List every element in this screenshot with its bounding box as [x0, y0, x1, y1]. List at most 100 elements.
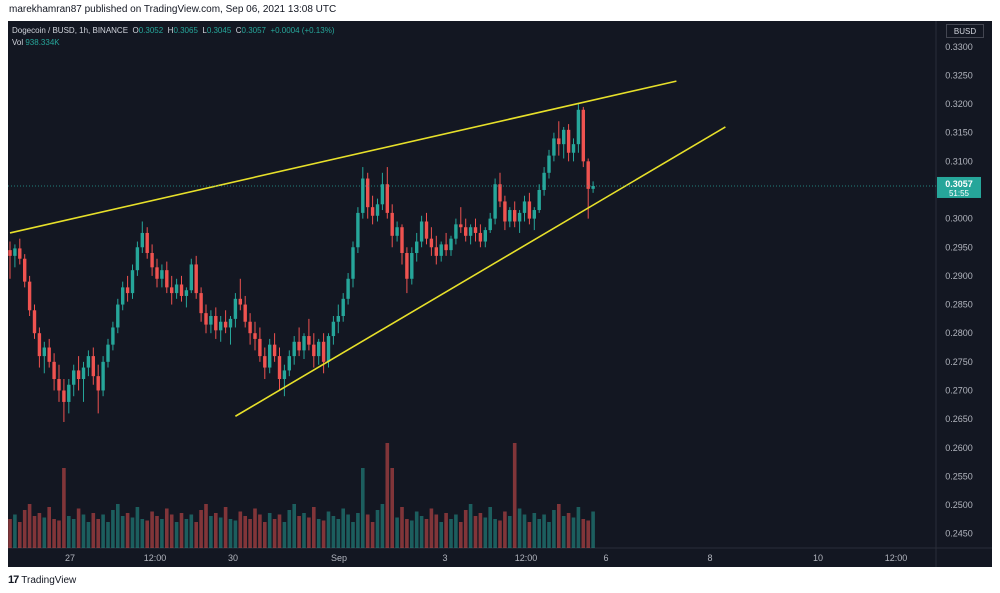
candle — [586, 158, 590, 219]
volume-bar — [571, 517, 576, 548]
tradingview-logo[interactable]: 17 TradingView — [8, 574, 76, 586]
volume-bar — [145, 520, 149, 548]
candle — [81, 361, 86, 402]
volume-bar — [160, 519, 164, 548]
close-label: C — [235, 26, 242, 35]
candle — [135, 241, 140, 276]
price-chart[interactable]: 0.33000.32500.32000.31500.31000.30500.30… — [8, 21, 992, 567]
volume-bar — [233, 520, 238, 548]
close-value: 0.3057 — [241, 26, 266, 35]
volume-bar — [27, 504, 32, 548]
last-price-value: 0.3057 — [945, 179, 973, 189]
volume-bar — [586, 520, 590, 548]
x-tick-label: 6 — [603, 553, 608, 563]
candle — [130, 264, 135, 299]
y-tick-label: 0.2950 — [945, 242, 973, 252]
bar-countdown: 51:55 — [949, 189, 970, 198]
volume-bar — [439, 522, 443, 548]
volume-bar — [356, 513, 360, 548]
candle — [576, 104, 581, 153]
volume-bar — [248, 519, 252, 548]
candle — [488, 212, 492, 233]
x-tick-label: Sep — [331, 553, 347, 563]
low-value: 0.3045 — [206, 26, 232, 35]
candle — [258, 327, 262, 362]
volume-bar — [410, 520, 414, 548]
volume-bar — [370, 522, 375, 548]
volume-bar — [351, 522, 355, 548]
volume-bar — [336, 519, 341, 548]
currency-button[interactable]: BUSD — [946, 24, 984, 38]
tradingview-brand: TradingView — [21, 574, 77, 586]
candle — [562, 126, 566, 159]
candle — [233, 293, 238, 328]
candle — [8, 241, 12, 279]
candle — [351, 241, 355, 288]
candle — [155, 258, 159, 288]
volume-bar — [488, 507, 492, 548]
candle — [400, 224, 404, 265]
candle — [282, 364, 287, 397]
volume-bar — [86, 522, 91, 548]
low-label: L — [202, 26, 207, 35]
candle — [522, 195, 527, 222]
volume-bar — [253, 508, 257, 548]
volume-bar — [463, 510, 468, 548]
candle — [527, 192, 532, 225]
volume-legend[interactable]: Vol 938.334K — [12, 38, 60, 47]
volume-bar — [238, 511, 243, 548]
volume-bar — [8, 519, 12, 548]
candle — [106, 338, 110, 368]
chart-area[interactable]: 0.33000.32500.32000.31500.31000.30500.30… — [8, 21, 992, 567]
candle — [395, 221, 399, 242]
volume-bar — [468, 504, 473, 548]
candle — [317, 338, 321, 365]
candle — [297, 327, 301, 357]
volume-bar — [503, 511, 507, 548]
volume-bar — [434, 514, 439, 548]
candle — [547, 149, 551, 179]
symbol-title: Dogecoin / BUSD, 1h, BINANCE — [12, 26, 129, 35]
y-tick-label: 0.2500 — [945, 500, 973, 510]
volume-bar — [228, 519, 233, 548]
candles — [8, 104, 595, 422]
high-label: H — [167, 26, 174, 35]
x-tick-label: 12:00 — [515, 553, 538, 563]
volume-bar — [116, 504, 120, 548]
candle — [238, 278, 242, 311]
volume-bar — [111, 510, 115, 548]
candle — [223, 310, 228, 334]
price-axis — [936, 21, 992, 567]
volume-bar — [444, 513, 448, 548]
volume-bar — [282, 522, 287, 548]
ohlc-legend[interactable]: Dogecoin / BUSD, 1h, BINANCE O0.3052 H0.… — [12, 26, 334, 35]
candle — [405, 247, 409, 294]
volume-bar — [96, 519, 100, 548]
candle — [375, 198, 380, 222]
candle — [37, 327, 42, 368]
candle — [189, 258, 193, 294]
volume-bar — [67, 516, 71, 548]
y-tick-label: 0.3100 — [945, 156, 973, 166]
volume-bar — [576, 507, 581, 548]
volume-bar — [194, 522, 198, 548]
volume-bar — [47, 507, 51, 548]
volume-bar — [42, 517, 47, 548]
candle — [116, 298, 120, 334]
volume-bar — [346, 514, 350, 548]
candle — [228, 316, 233, 345]
volume-bar — [508, 516, 512, 548]
candle — [444, 232, 448, 256]
candle — [385, 167, 389, 219]
candle — [292, 336, 296, 365]
tradingview-logo-icon: 17 — [8, 574, 19, 586]
volume-bar — [414, 511, 419, 548]
y-tick-label: 0.2700 — [945, 385, 973, 395]
candle — [513, 201, 517, 228]
trendline-lower — [234, 126, 726, 417]
volume-bar — [258, 514, 262, 548]
candle — [42, 341, 46, 374]
candle — [434, 235, 438, 265]
x-tick-label: 10 — [813, 553, 823, 563]
candle — [341, 293, 345, 322]
